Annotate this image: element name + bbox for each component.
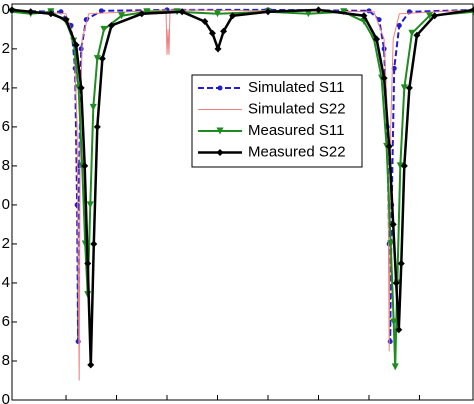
marker (90, 240, 98, 248)
marker (395, 326, 403, 334)
y-tick-label: 0 (2, 1, 10, 18)
marker (392, 279, 400, 287)
y-tick-label: 4 (2, 79, 10, 96)
marker (426, 12, 434, 20)
legend-label: Measured S11 (248, 122, 344, 139)
marker (208, 29, 216, 37)
marker (264, 8, 272, 16)
marker (396, 162, 404, 170)
marker (390, 318, 398, 326)
marker (27, 8, 35, 16)
marker (405, 84, 413, 92)
y-tick-label: 0 (2, 196, 10, 213)
marker (396, 22, 402, 28)
marker (373, 35, 381, 43)
y-tick-label: 6 (2, 118, 10, 135)
marker (400, 162, 408, 170)
marker (214, 10, 222, 18)
legend: Simulated S11 Simulated S22 Measured S11 Me… (191, 74, 363, 168)
marker (413, 31, 421, 39)
marker (8, 6, 16, 14)
marker (360, 12, 368, 20)
marker (107, 21, 115, 29)
marker (178, 8, 186, 16)
marker (87, 361, 95, 369)
plot-frame (11, 3, 474, 401)
marker (408, 29, 416, 37)
marker (138, 10, 146, 18)
marker (75, 338, 81, 344)
marker (304, 10, 312, 18)
y-tick-label: 8 (2, 157, 10, 174)
marker (62, 16, 70, 24)
marker (93, 123, 101, 131)
series-line (11, 8, 474, 342)
marker (77, 84, 85, 92)
y-tick-label: 8 (2, 352, 10, 369)
marker (391, 363, 399, 371)
marker (220, 27, 228, 35)
marker (229, 12, 237, 20)
marker (366, 8, 372, 14)
marker (47, 10, 55, 18)
marker (74, 202, 80, 208)
marker (385, 142, 393, 150)
marker (81, 162, 89, 170)
marker (89, 103, 97, 111)
marker (391, 65, 397, 71)
y-tick-label: 6 (2, 313, 10, 330)
y-tick-label: 0 (2, 391, 10, 404)
marker (93, 55, 101, 63)
series-line (11, 9, 474, 381)
marker (387, 338, 393, 344)
marker (143, 8, 151, 16)
marker (216, 149, 224, 156)
legend-label: Simulated S11 (248, 79, 344, 96)
y-tick-label: 4 (2, 274, 10, 291)
marker (400, 84, 408, 92)
marker (340, 8, 348, 16)
marker (380, 74, 388, 82)
marker (470, 6, 474, 14)
marker (78, 46, 84, 52)
marker (389, 220, 397, 228)
marker (118, 12, 126, 20)
legend-label: Measured S22 (248, 143, 346, 160)
marker (217, 85, 223, 91)
marker (84, 259, 92, 267)
marker (216, 127, 224, 135)
marker (214, 45, 222, 53)
marker (201, 18, 209, 26)
marker (314, 6, 322, 14)
marker (98, 8, 104, 14)
marker (431, 12, 439, 20)
legend-label: Simulated S22 (248, 100, 346, 117)
marker (397, 259, 405, 267)
marker (72, 41, 80, 49)
marker (387, 240, 395, 248)
marker (86, 201, 94, 209)
marker (100, 25, 108, 33)
y-tick-label: 2 (2, 235, 10, 252)
marker (98, 55, 106, 63)
y-tick-label: 2 (2, 40, 10, 57)
